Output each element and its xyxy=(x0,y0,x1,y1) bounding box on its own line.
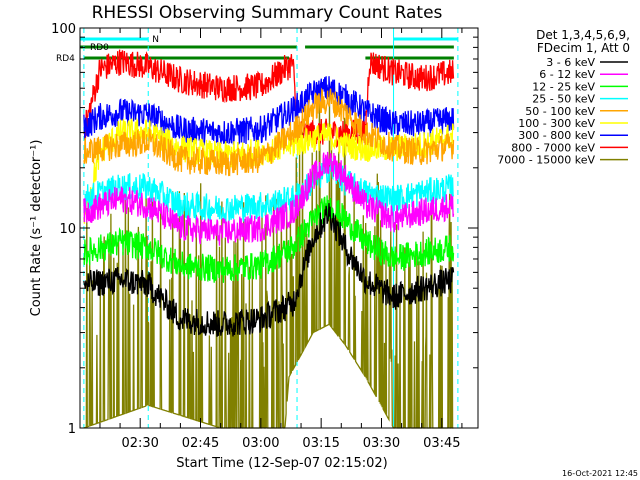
legend-label-3: 25 - 50 keV xyxy=(532,93,595,106)
timestamp: 16-Oct-2021 12:45 xyxy=(562,469,638,478)
legend-label-7: 800 - 7000 keV xyxy=(511,141,595,154)
flag-label-rd0: RD0 xyxy=(90,43,109,53)
legend: Det 1,3,4,5,6,9, FDecim 1, Att 0 3 - 6 k… xyxy=(497,28,630,167)
legend-label-4: 50 - 100 keV xyxy=(525,105,595,118)
x-tick-label: 03:30 xyxy=(363,436,400,451)
series-line-2 xyxy=(83,195,455,283)
x-tick-label: 02:45 xyxy=(182,436,219,451)
legend-label-5: 100 - 300 keV xyxy=(518,117,595,130)
x-tick-label: 03:45 xyxy=(423,436,460,451)
y-tick-label: 1 xyxy=(68,422,76,437)
legend-label-6: 300 - 800 keV xyxy=(518,129,595,142)
series-line-5 xyxy=(83,117,455,224)
series-line-7 xyxy=(83,49,455,148)
series-line-0 xyxy=(83,203,455,337)
x-tick-label: 02:30 xyxy=(121,436,158,451)
x-tick-label: 03:15 xyxy=(302,436,339,451)
x-axis-label: Start Time (12-Sep-07 02:15:02) xyxy=(176,456,387,471)
legend-label-0: 3 - 6 keV xyxy=(546,56,595,69)
y-tick-label: 10 xyxy=(59,222,76,237)
legend-header-line-2: FDecim 1, Att 0 xyxy=(537,41,630,55)
y-axis-label: Count Rate (s⁻¹ detector⁻¹) xyxy=(29,140,44,317)
x-tick-label: 03:00 xyxy=(242,436,279,451)
chart-title: RHESSI Observing Summary Count Rates xyxy=(92,3,443,23)
series-line-4 xyxy=(83,87,455,177)
flag-label-n: N xyxy=(152,35,159,45)
series-line-6 xyxy=(83,76,455,147)
legend-label-8: 7000 - 15000 keV xyxy=(497,154,595,167)
y-tick-label: 100 xyxy=(51,22,76,37)
legend-header-line-1: Det 1,3,4,5,6,9, xyxy=(536,28,630,42)
legend-label-1: 6 - 12 keV xyxy=(539,68,595,81)
legend-label-2: 12 - 25 keV xyxy=(532,80,595,93)
flag-label-rd4: RD4 xyxy=(56,54,75,64)
axes-layer: 02:30 02:45 03:00 03:15 03:30 03:45 1 10 100 xyxy=(51,22,479,451)
series-line-1 xyxy=(83,151,455,246)
